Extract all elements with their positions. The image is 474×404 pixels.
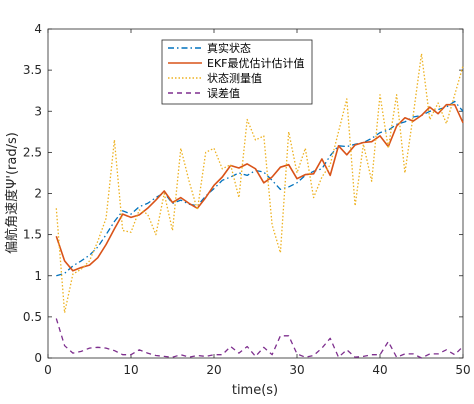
y-tick-label: 0 — [34, 351, 42, 365]
y-tick-label: 4 — [34, 22, 42, 36]
series-line-1 — [56, 100, 464, 277]
y-tick-label: 3.5 — [23, 63, 42, 77]
y-axis-title: 偏航角速度Ψ'(rad/s) — [4, 132, 20, 254]
legend-label-1: 真实状态 — [207, 41, 251, 55]
x-tick-label: 20 — [206, 363, 221, 377]
legend-label-4: 误差值 — [207, 86, 240, 100]
y-tick-label: 3 — [34, 104, 42, 118]
y-tick-label: 2 — [34, 187, 42, 201]
series-layer — [55, 53, 464, 359]
x-tick-label: 50 — [455, 363, 470, 377]
y-tick-label: 0.5 — [23, 310, 42, 324]
series-line-3 — [55, 53, 464, 314]
y-tick-label: 1 — [34, 269, 42, 283]
series-line-2 — [55, 103, 464, 272]
x-tick-label: 30 — [289, 363, 304, 377]
legend-label-3: 状态测量值 — [207, 71, 262, 85]
legend-label-2: EKF最优估计估计值 — [207, 57, 305, 70]
series-line-4 — [55, 318, 464, 359]
y-tick-label: 2.5 — [23, 145, 42, 159]
x-tick-label: 10 — [123, 363, 138, 377]
y-tick-label: 1.5 — [23, 228, 42, 242]
x-axis-title: time(s) — [232, 383, 278, 398]
x-tick-label: 0 — [44, 363, 52, 377]
x-tick-label: 40 — [372, 363, 387, 377]
axis-ticks: 0 10 20 30 40 50 0 0.5 1 1.5 2 2.5 3 3.5 4 — [23, 22, 471, 377]
